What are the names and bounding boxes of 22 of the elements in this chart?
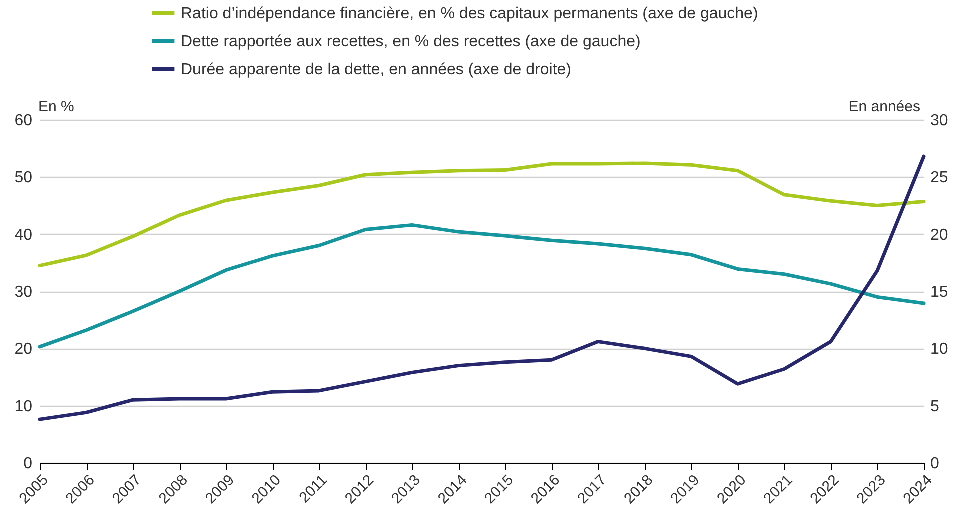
legend-label: Ratio d’indépendance financière, en % des capitaux permanents (axe de gauche) [181, 6, 758, 22]
y-tick-label: 10 [14, 398, 33, 416]
y-tick-label: 50 [14, 170, 33, 187]
y2-tick-label: 25 [930, 170, 948, 187]
y-tick-label: 20 [14, 341, 33, 358]
y-axis-title: En % [38, 98, 74, 116]
y-tick-label: 30 [14, 284, 33, 301]
y2-tick-label: 5 [930, 398, 940, 416]
legend-label: Durée apparente de la dette, en années (axe de droite) [181, 62, 572, 78]
y-tick-label: 40 [14, 226, 33, 244]
y2-tick-label: 0 [930, 456, 940, 472]
y2-tick-label: 20 [930, 226, 948, 244]
y2-tick-label: 15 [930, 284, 948, 301]
y2-axis-title: En années [848, 98, 920, 116]
legend-label: Dette rapportée aux recettes, en % des recettes (axe de gauche) [181, 34, 641, 50]
y2-tick-label: 10 [930, 341, 948, 358]
y2-tick-label: 30 [930, 112, 948, 130]
line-series [38, 162, 926, 268]
line-series [38, 154, 926, 422]
line-series [38, 223, 926, 349]
y-tick-label: 0 [24, 456, 33, 472]
y-tick-label: 60 [14, 112, 33, 130]
